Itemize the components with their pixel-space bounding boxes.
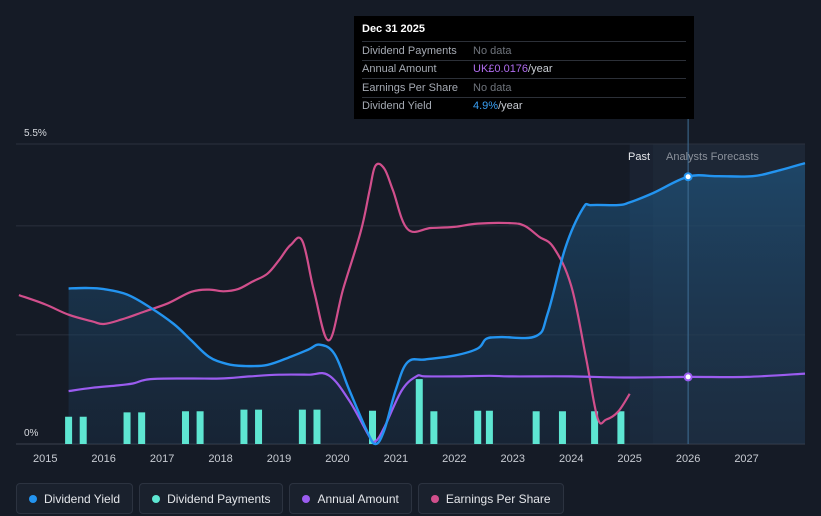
dividend-payment-bars bbox=[65, 379, 625, 444]
tooltip-suffix: /year bbox=[498, 100, 523, 113]
dividend-payment-bar bbox=[138, 412, 146, 444]
legend-dot-icon bbox=[152, 494, 161, 503]
x-tick-label: 2018 bbox=[208, 453, 232, 465]
dividend-payment-bar bbox=[196, 411, 204, 444]
yield-hover-dot bbox=[683, 172, 693, 182]
legend-item-earnings-per-share[interactable]: Earnings Per Share bbox=[417, 483, 564, 514]
tooltip-value: No data bbox=[473, 44, 512, 57]
legend-dot-icon bbox=[29, 494, 37, 503]
dividend-payment-bar bbox=[79, 416, 87, 444]
legend-dot-icon bbox=[302, 494, 311, 503]
tooltip-row-annual-amount: Annual Amount UK£0.0176/year bbox=[362, 59, 686, 79]
tooltip-suffix: /year bbox=[528, 63, 553, 76]
tooltip-key: Dividend Payments bbox=[362, 44, 457, 57]
legend-label: Annual Amount bbox=[317, 491, 399, 506]
legend: Dividend Yield Dividend Payments Annual … bbox=[16, 483, 564, 514]
annual-hover-dot bbox=[683, 372, 693, 382]
x-tick-label: 2024 bbox=[559, 453, 583, 465]
forecast-markers bbox=[683, 118, 693, 444]
dividend-payment-bar bbox=[240, 409, 248, 444]
tooltip-key: Dividend Yield bbox=[362, 100, 432, 113]
dividend-payment-bar bbox=[65, 416, 73, 444]
x-tick-label: 2016 bbox=[91, 453, 115, 465]
dividend-yield-area bbox=[68, 163, 806, 444]
legend-item-dividend-payments[interactable]: Dividend Payments bbox=[139, 483, 284, 514]
tooltip-row-earnings-per-share: Earnings Per Share No data bbox=[362, 78, 686, 97]
dividend-payment-bar bbox=[415, 379, 423, 444]
dividend-payment-bar bbox=[181, 411, 189, 444]
dividend-payment-bar bbox=[558, 411, 566, 444]
tooltip-date: Dec 31 2025 bbox=[362, 23, 425, 35]
forecast-region-label: Analysts Forecasts bbox=[666, 151, 759, 163]
x-tick-label: 2017 bbox=[150, 453, 174, 465]
tooltip-value: UK£0.0176 bbox=[473, 63, 529, 76]
tooltip-value: No data bbox=[473, 81, 512, 94]
tooltip-row-dividend-payments: Dividend Payments No data bbox=[362, 41, 686, 60]
dividend-yield-line bbox=[68, 161, 806, 446]
dividend-payment-bar bbox=[313, 409, 321, 444]
tooltip-row-dividend-yield: Dividend Yield 4.9%/year bbox=[362, 96, 686, 116]
dividend-payment-bar bbox=[617, 411, 625, 444]
dividend-payment-bar bbox=[123, 412, 131, 444]
legend-label: Earnings Per Share bbox=[445, 491, 551, 506]
tooltip-key: Annual Amount bbox=[362, 63, 437, 76]
tooltip-value: 4.9% bbox=[473, 100, 499, 113]
past-region-label: Past bbox=[628, 151, 650, 163]
dividend-payment-bar bbox=[485, 410, 493, 444]
x-tick-label: 2022 bbox=[442, 453, 466, 465]
yield-area-layer bbox=[68, 163, 806, 444]
legend-label: Dividend Yield bbox=[44, 491, 121, 506]
x-tick-label: 2027 bbox=[734, 453, 758, 465]
dividend-payment-bar bbox=[255, 409, 263, 444]
dividend-payment-bar bbox=[474, 410, 482, 444]
dividend-payment-bar bbox=[532, 411, 540, 444]
x-tick-label: 2026 bbox=[676, 453, 700, 465]
x-tick-label: 2015 bbox=[33, 453, 57, 465]
legend-item-dividend-yield[interactable]: Dividend Yield bbox=[16, 483, 134, 514]
dividend-payment-bar bbox=[369, 410, 377, 444]
dividend-payment-bar bbox=[591, 411, 599, 444]
x-tick-label: 2021 bbox=[384, 453, 408, 465]
x-tick-label: 2023 bbox=[501, 453, 525, 465]
legend-item-annual-amount[interactable]: Annual Amount bbox=[289, 483, 412, 514]
series-lines bbox=[18, 161, 806, 446]
legend-dot-icon bbox=[430, 494, 439, 503]
y-axis-min-label: 0% bbox=[24, 428, 39, 439]
x-tick-label: 2025 bbox=[617, 453, 641, 465]
x-tick-label: 2020 bbox=[325, 453, 349, 465]
axis-labels: 2015 2016 2017 2018 2019 2020 2021 2022 2023 2024… bbox=[33, 453, 759, 465]
legend-label: Dividend Payments bbox=[167, 491, 271, 506]
x-tick-label: 2019 bbox=[267, 453, 291, 465]
dividend-payment-bar bbox=[430, 411, 438, 444]
y-axis-max-label: 5.5% bbox=[24, 128, 47, 139]
dividend-payment-bar bbox=[298, 409, 306, 444]
tooltip-key: Earnings Per Share bbox=[362, 81, 458, 94]
tooltip: Dec 31 2025 Dividend Payments No data An… bbox=[354, 16, 694, 119]
